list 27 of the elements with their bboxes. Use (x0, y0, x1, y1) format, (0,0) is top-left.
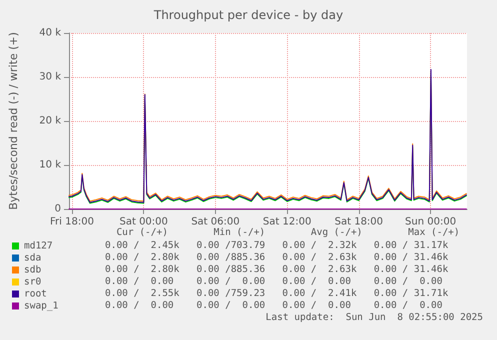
y-tick-label: 20 k (39, 116, 62, 126)
x-tick-label: Sat 18:00 (334, 216, 384, 228)
x-tick-label: Sun 00:00 (405, 216, 456, 228)
legend-label: sdb (24, 264, 42, 276)
chart-title: Throughput per device - by day (152, 8, 344, 22)
x-tick-label: Sat 06:00 (191, 216, 240, 228)
text: 0.00 / 2.80k 0.00 /885.36 0.00 / 2.63k 0.00 / 31.46k (105, 252, 448, 264)
y-tick-label: 10 k (39, 160, 62, 170)
y-axis-title: Bytes/second read (-) / write (+) (7, 32, 20, 210)
text: 0.00 / 0.00 0.00 / 0.00 0.00 / 0.00 0.00 / 0.00 (105, 276, 442, 288)
text: 0.00 / 2.45k 0.00 /703.79 0.00 / 2.32k 0.00 / 31.17k (105, 240, 448, 252)
x-tick-label: Sat 12:00 (262, 216, 312, 228)
text: 0.00 / 0.00 0.00 / 0.00 0.00 / 0.00 0.00 / 0.00 (105, 300, 442, 312)
text: Last update: Sun Jun 8 02:55:00 2025 (266, 312, 483, 324)
legend-label: sr0 (24, 276, 42, 288)
legend-label: sda (24, 252, 42, 264)
y-tick-label: 40 k (39, 28, 62, 38)
text: Cur (-/+) Min (-/+) Avg (-/+) Max (-/+) (115, 227, 460, 239)
legend-label: root (24, 288, 47, 300)
legend-label: swap_1 (24, 300, 59, 312)
x-tick-label: Sat 00:00 (119, 216, 168, 228)
text: 0.00 / 2.80k 0.00 /885.36 0.00 / 2.63k 0.00 / 31.46k (105, 264, 448, 276)
y-tick-label: 0 (54, 204, 61, 214)
text: 0.00 / 2.55k 0.00 /759.23 0.00 / 2.41k 0.00 / 31.71k (105, 288, 448, 300)
legend-label: md127 (24, 240, 53, 252)
y-tick-label: 30 k (39, 72, 62, 82)
x-tick-label: Fri 18:00 (50, 216, 94, 228)
